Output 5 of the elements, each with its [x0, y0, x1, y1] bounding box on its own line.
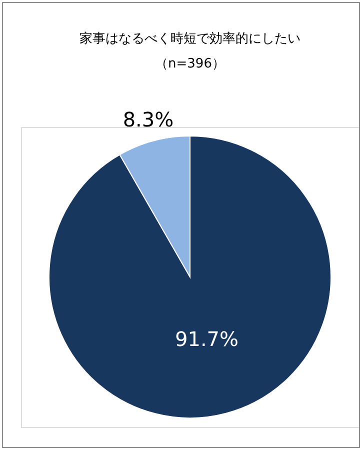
data-label: 91.7%: [174, 326, 239, 351]
data-label: 8.3%: [122, 107, 174, 132]
chart-subtitle: （n=396）: [155, 56, 225, 72]
pie-slice: [48, 136, 332, 418]
chart-title: 家事はなるべく時短で効率的にしたい: [80, 30, 300, 46]
